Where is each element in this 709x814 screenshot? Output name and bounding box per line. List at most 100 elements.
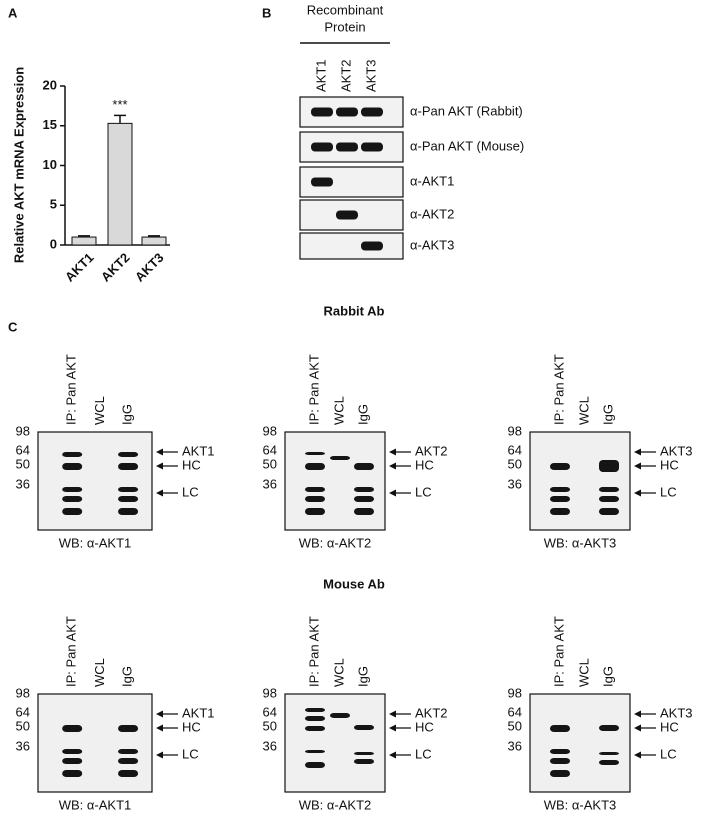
mw-marker: 64 xyxy=(16,442,30,457)
row-label: α-AKT3 xyxy=(410,237,454,252)
mw-marker: 98 xyxy=(508,423,522,438)
band xyxy=(118,725,139,732)
band xyxy=(62,508,83,515)
bar xyxy=(71,236,97,246)
arrow-label: HC xyxy=(660,719,679,734)
arrowhead xyxy=(156,448,163,456)
header: Protein xyxy=(324,19,365,34)
lane-label: IgG xyxy=(355,404,370,425)
lane-label: IP: Pan AKT xyxy=(64,354,79,425)
mw-marker: 64 xyxy=(263,442,277,457)
band xyxy=(118,487,139,492)
row-label: α-AKT2 xyxy=(410,206,454,221)
lane-label: IP: Pan AKT xyxy=(306,616,321,687)
band xyxy=(336,107,358,117)
band xyxy=(336,210,358,220)
mw-marker: 36 xyxy=(508,476,522,491)
mw-marker: 50 xyxy=(16,718,30,733)
arrowhead xyxy=(156,751,163,759)
arrow-label: HC xyxy=(415,719,434,734)
band xyxy=(550,725,570,732)
lane-label: IgG xyxy=(119,404,134,425)
lane-label: IP: Pan AKT xyxy=(64,616,79,687)
panel-label: A xyxy=(8,5,18,20)
group-title: Mouse Ab xyxy=(323,576,385,591)
mw-marker: 36 xyxy=(508,738,522,753)
arrowhead xyxy=(634,724,641,732)
mw-marker: 36 xyxy=(16,476,30,491)
arrowhead xyxy=(634,710,641,718)
band xyxy=(305,508,325,515)
blot xyxy=(529,431,631,531)
arrowhead xyxy=(389,751,396,759)
band xyxy=(330,456,350,460)
bar xyxy=(141,236,167,246)
band xyxy=(305,463,325,470)
lane-label: IgG xyxy=(355,666,370,687)
mw-marker: 36 xyxy=(263,738,277,753)
band xyxy=(305,762,325,768)
band xyxy=(305,487,325,492)
lane-label: WCL xyxy=(576,396,591,425)
y-tick-label: 10 xyxy=(43,157,57,172)
arrow-label: AKT2 xyxy=(415,443,448,458)
arrowhead xyxy=(156,724,163,732)
mw-marker: 98 xyxy=(16,685,30,700)
caption: WB: α-AKT1 xyxy=(59,797,132,812)
arrow-label: AKT1 xyxy=(182,705,215,720)
y-axis-label: Relative AKT mRNA Expression xyxy=(11,67,26,263)
band xyxy=(599,752,619,755)
band xyxy=(118,749,139,754)
blot xyxy=(37,431,153,531)
mw-marker: 98 xyxy=(263,685,277,700)
band xyxy=(550,770,570,777)
x-tick-label: AKT2 xyxy=(98,250,133,285)
arrowhead xyxy=(389,489,396,497)
blot xyxy=(37,693,153,793)
arrow-label: AKT1 xyxy=(182,443,215,458)
y-tick-label: 15 xyxy=(43,117,57,132)
mw-marker: 98 xyxy=(16,423,30,438)
band xyxy=(118,463,139,470)
band xyxy=(599,760,619,765)
lane-label: WCL xyxy=(92,658,107,687)
lane-label: IgG xyxy=(600,666,615,687)
arrowhead xyxy=(634,489,641,497)
blot xyxy=(284,693,386,793)
row-label: α-AKT1 xyxy=(410,173,454,188)
y-tick-label: 20 xyxy=(43,77,57,92)
band xyxy=(330,713,350,718)
blot xyxy=(299,232,404,260)
caption: WB: α-AKT2 xyxy=(299,797,372,812)
arrow-label: LC xyxy=(660,746,677,761)
blot xyxy=(284,431,386,531)
row-label: α-Pan AKT (Mouse) xyxy=(410,138,524,153)
band xyxy=(361,142,383,152)
band xyxy=(62,452,83,457)
arrowhead xyxy=(156,462,163,470)
band xyxy=(354,463,374,470)
band xyxy=(62,487,83,492)
caption: WB: α-AKT3 xyxy=(544,535,617,550)
band xyxy=(354,752,374,755)
panel-label: C xyxy=(8,319,18,334)
arrow-label: HC xyxy=(660,457,679,472)
arrow-label: AKT2 xyxy=(415,705,448,720)
arrowhead xyxy=(389,448,396,456)
band xyxy=(62,496,83,502)
y-tick-label: 0 xyxy=(50,236,57,251)
arrowhead xyxy=(389,724,396,732)
arrow-label: HC xyxy=(182,457,201,472)
lane-label: WCL xyxy=(92,396,107,425)
arrow-label: LC xyxy=(182,484,199,499)
arrow-label: AKT3 xyxy=(660,705,693,720)
band xyxy=(305,496,325,502)
band xyxy=(118,758,139,764)
mw-marker: 98 xyxy=(508,685,522,700)
lane-label: AKT3 xyxy=(363,59,378,92)
y-tick-label: 5 xyxy=(50,197,57,212)
arrow-label: LC xyxy=(415,484,432,499)
band xyxy=(305,750,325,753)
band xyxy=(354,759,374,764)
band xyxy=(354,725,374,730)
